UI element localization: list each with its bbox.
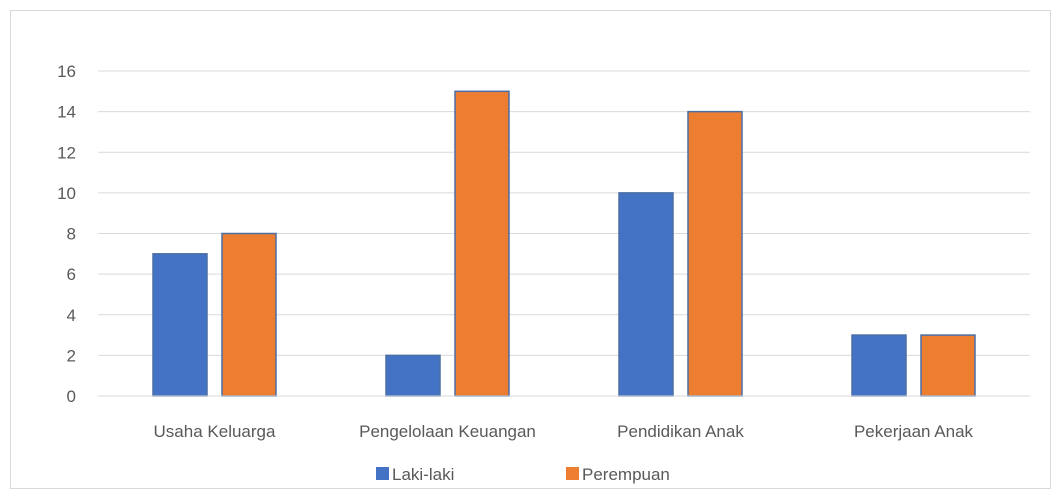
y-axis-ticks: 0 2 4 6 8 10 12 14 16 <box>57 62 76 406</box>
bar-laki-laki <box>618 192 674 397</box>
category-label: Pendidikan Anak <box>617 422 744 441</box>
y-tick-label: 6 <box>67 265 76 284</box>
bars <box>152 90 976 397</box>
bar-perempuan <box>454 90 510 397</box>
y-tick-label: 12 <box>57 143 76 162</box>
bar-perempuan <box>687 110 743 397</box>
y-tick-label: 10 <box>57 184 76 203</box>
y-tick-label: 0 <box>67 387 76 406</box>
legend-swatch-perempuan <box>566 467 579 480</box>
y-tick-label: 8 <box>67 225 76 244</box>
y-tick-label: 2 <box>67 346 76 365</box>
bar-perempuan <box>221 232 277 397</box>
bar-laki-laki <box>851 334 907 397</box>
bar-perempuan <box>920 334 976 397</box>
category-label: Pekerjaan Anak <box>854 422 974 441</box>
bar-laki-laki <box>385 354 441 397</box>
y-tick-label: 14 <box>57 103 76 122</box>
category-label: Pengelolaan Keuangan <box>359 422 536 441</box>
legend-label: Perempuan <box>582 465 670 484</box>
bar-laki-laki <box>152 253 208 397</box>
legend-swatch-laki-laki <box>376 467 389 480</box>
chart-frame <box>10 10 1051 489</box>
category-label: Usaha Keluarga <box>154 422 276 441</box>
y-tick-label: 16 <box>57 62 76 81</box>
legend-label: Laki-laki <box>392 465 454 484</box>
legend: Laki-laki Perempuan <box>376 465 670 484</box>
y-tick-label: 4 <box>67 306 76 325</box>
category-labels: Usaha Keluarga Pengelolaan Keuangan Pendid… <box>154 422 974 441</box>
